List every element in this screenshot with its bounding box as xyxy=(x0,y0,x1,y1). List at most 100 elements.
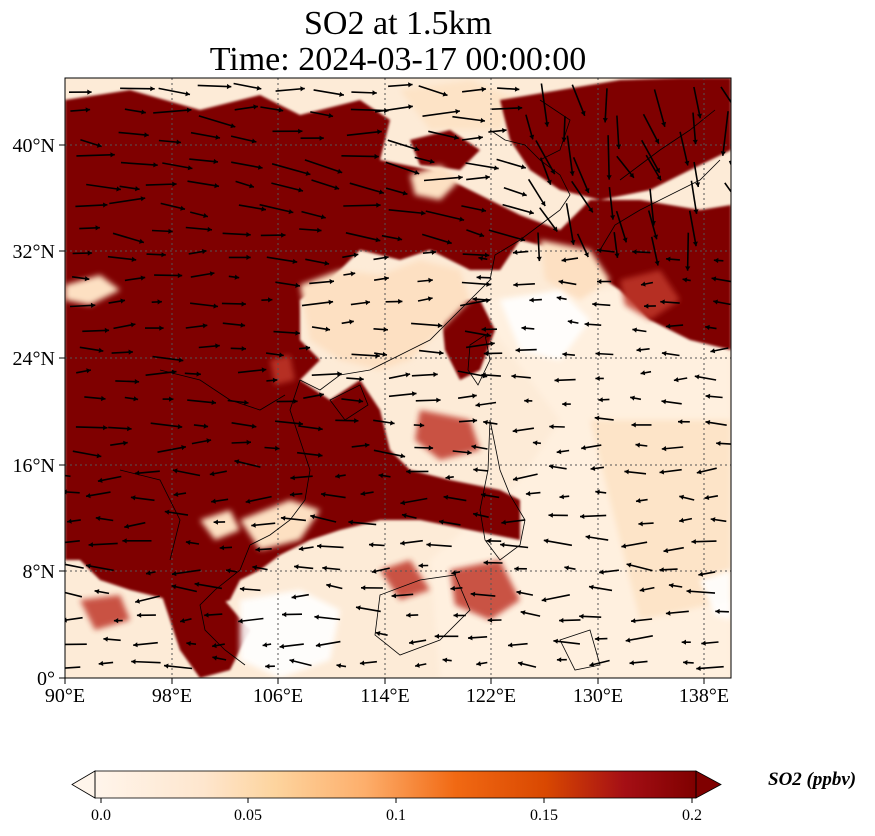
wind-arrow-head xyxy=(298,128,303,134)
colorbar-tick-label: 0.05 xyxy=(234,807,262,824)
wind-arrow-head xyxy=(408,104,413,110)
wind-arrow-shaft xyxy=(72,450,102,458)
wind-arrow-head xyxy=(541,597,547,603)
colorbar-extend-max xyxy=(695,770,722,799)
wind-arrow-head xyxy=(268,297,273,303)
wind-arrow-shaft xyxy=(198,115,236,128)
wind-arrow-head xyxy=(401,513,407,519)
wind-arrow-shaft xyxy=(190,302,219,308)
wind-arrow-head xyxy=(439,350,444,356)
so2-concentration-field xyxy=(65,78,731,678)
wind-arrow-head xyxy=(140,275,146,281)
wind-arrow-shaft xyxy=(604,88,608,123)
wind-arrow-shaft xyxy=(311,179,340,190)
wind-arrow-shaft xyxy=(388,209,426,215)
wind-arrow-head xyxy=(455,109,460,115)
wind-arrow-head xyxy=(211,498,216,504)
wind-arrow-shaft xyxy=(65,666,81,669)
wind-arrow-head xyxy=(616,144,622,149)
wind-arrow-head xyxy=(641,281,646,287)
wind-arrow-head xyxy=(501,519,506,525)
wind-arrow-shaft xyxy=(65,540,80,544)
wind-arrow-head xyxy=(334,185,340,190)
wind-arrow-head xyxy=(414,169,420,175)
wind-arrow-head xyxy=(282,611,287,618)
wind-arrow-head xyxy=(335,473,340,479)
wind-arrow-shaft xyxy=(388,392,417,398)
wind-arrow-head xyxy=(494,165,499,171)
wind-arrow-head xyxy=(136,612,142,618)
wind-arrow-head xyxy=(289,658,295,664)
wind-arrow-shaft xyxy=(621,541,648,548)
wind-arrow-head xyxy=(317,452,323,458)
wind-arrow-shaft xyxy=(625,635,653,642)
ytick-label: 0° xyxy=(37,668,55,690)
wind-arrow-head xyxy=(359,376,364,382)
wind-arrow-shaft xyxy=(348,521,377,526)
wind-arrow-head xyxy=(696,665,701,671)
wind-arrow-head xyxy=(253,104,258,110)
wind-arrow-head xyxy=(405,372,411,378)
wind-arrow-head xyxy=(265,663,270,669)
wind-arrow-head xyxy=(356,605,361,611)
wind-arrow-head xyxy=(428,445,434,451)
wind-arrow-head xyxy=(584,321,589,327)
wind-arrow-shaft xyxy=(724,182,731,193)
wind-arrow-head xyxy=(471,444,477,450)
wind-arrow-head xyxy=(701,640,706,646)
wind-arrow-shaft xyxy=(692,112,697,145)
wind-arrow-head xyxy=(98,660,104,666)
wind-arrow-head xyxy=(684,160,690,166)
xtick-label: 90°E xyxy=(45,685,85,707)
wind-arrow-shaft xyxy=(313,89,345,96)
wind-arrow-head xyxy=(512,428,518,434)
wind-arrow-shaft xyxy=(171,585,197,593)
wind-arrow-head xyxy=(581,445,586,451)
wind-arrow-head xyxy=(337,371,342,377)
wind-arrow-head xyxy=(584,188,590,193)
wind-arrow-shaft xyxy=(616,115,620,149)
wind-arrow-head xyxy=(230,123,236,129)
wind-arrow-head xyxy=(716,440,721,446)
wind-arrow-head xyxy=(711,276,717,282)
wind-arrow-shaft xyxy=(543,539,573,547)
wind-arrow-shaft xyxy=(608,187,614,220)
wind-arrow-head xyxy=(130,495,136,501)
wind-arrow-head xyxy=(589,661,595,667)
wind-arrow-head xyxy=(624,469,629,475)
wind-arrow-head xyxy=(349,319,354,325)
wind-arrow-head xyxy=(666,256,671,262)
wind-arrow-shaft xyxy=(311,372,342,376)
wind-arrow-head xyxy=(379,189,384,195)
wind-arrow-head xyxy=(204,612,209,618)
wind-arrow-head xyxy=(244,399,249,406)
wind-arrow-head xyxy=(679,517,684,523)
wind-arrow-shaft xyxy=(693,86,702,119)
wind-arrow-shaft xyxy=(65,591,83,598)
wind-arrow-head xyxy=(558,279,564,285)
wind-arrow-head xyxy=(144,132,149,138)
wind-arrow-head xyxy=(478,255,484,261)
wind-arrow-head xyxy=(279,352,284,358)
wind-arrow-head xyxy=(295,330,300,336)
wind-arrow-head xyxy=(103,425,108,431)
wind-arrow-shaft xyxy=(418,85,448,97)
wind-arrow-head xyxy=(240,322,246,328)
wind-arrow-head xyxy=(95,515,101,521)
wind-arrow-head xyxy=(374,153,379,160)
wind-arrow-head xyxy=(371,568,377,574)
wind-arrow-shaft xyxy=(421,233,452,245)
wind-arrow-head xyxy=(468,635,473,641)
wind-arrow-shaft xyxy=(539,157,552,185)
wind-arrow-head xyxy=(644,303,649,309)
wind-arrow-head xyxy=(61,642,65,647)
wind-arrow-shaft xyxy=(349,182,385,194)
wind-arrow-head xyxy=(400,540,405,546)
wind-arrow-head xyxy=(661,121,667,127)
wind-arrow-shaft xyxy=(527,178,546,207)
wind-arrow-head xyxy=(87,89,92,95)
wind-arrow-head xyxy=(476,274,481,280)
wind-arrow-shaft xyxy=(245,495,272,503)
wind-arrow-shaft xyxy=(425,210,465,221)
